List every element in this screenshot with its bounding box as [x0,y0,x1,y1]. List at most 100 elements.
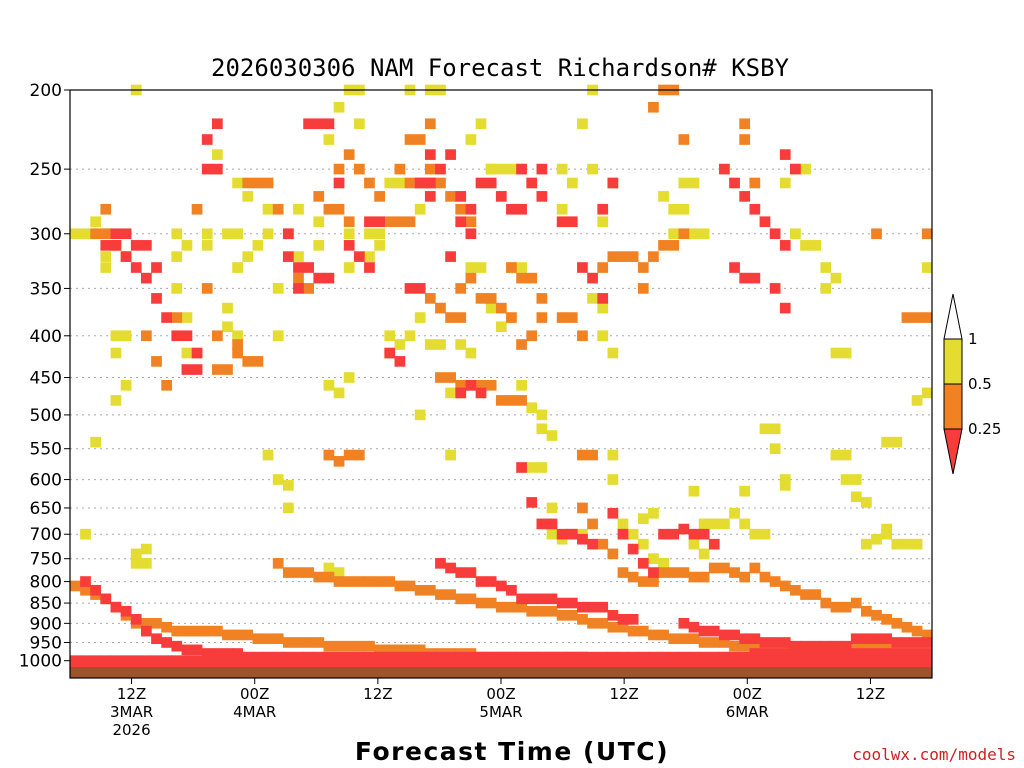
ri-cell [120,605,132,617]
ri-cell [850,597,862,609]
ri-cell [140,240,152,251]
ri-cell [546,518,558,530]
ri-cell [424,658,436,667]
ri-cell [759,571,771,583]
ri-cell [171,251,183,262]
ri-cell [881,528,893,540]
ri-cell [749,640,761,652]
ri-cell [140,625,152,637]
ri-cell [597,262,609,273]
ri-cell [455,203,467,215]
ri-cell [698,571,710,583]
ri-cell [353,449,365,461]
ri-cell [171,283,183,294]
ri-cell [658,191,669,202]
ri-cell [465,593,477,605]
ri-cell [607,251,619,262]
ri-cell [769,443,781,454]
ri-cell [465,272,477,284]
ri-cell [739,272,751,284]
ri-cell [252,633,264,645]
ri-cell [698,528,710,540]
ri-cell [495,191,507,202]
ri-cell [181,625,193,637]
ri-cell [181,312,193,323]
ri-cell [668,567,680,578]
ri-cell [577,118,588,130]
ri-cell [161,621,173,633]
ri-cell [232,330,243,342]
ri-cell [516,395,527,406]
ri-cell [343,576,355,587]
ri-cell [617,621,629,633]
ri-cell [587,293,598,304]
ri-cell [374,228,385,240]
ri-cell [658,528,669,540]
ri-cell [313,571,325,583]
y-tick-label-500: 500 [30,406,62,426]
ri-cell [201,648,213,659]
ri-cell [171,312,183,323]
ri-cell [708,625,720,637]
x-tick-label: 00Z [733,685,762,703]
ri-cell [678,177,690,189]
x-tick-label: 00Z [486,685,515,703]
ri-cell [587,601,598,613]
ri-cell [455,216,467,228]
ri-cell [536,593,548,605]
ri-cell [242,658,254,667]
ground-layer [70,667,932,678]
ri-cell [455,312,467,323]
ri-cell [364,216,375,228]
ri-cell [516,593,527,605]
chart-title: 2026030306 NAM Forecast Richardson# KSBY [211,54,790,82]
ri-cell [901,658,913,667]
ri-cell [435,177,446,189]
ri-cell [181,644,193,656]
ri-cell [506,203,517,215]
ri-cell [100,240,112,251]
ri-cell [303,567,314,578]
ri-cell [110,658,122,667]
ri-cell [455,191,467,202]
ri-cell [901,637,913,648]
legend-label: 0.25 [968,420,1001,438]
ri-cell [658,629,669,641]
ri-cell [597,330,609,342]
ri-cell [820,262,832,273]
ri-cell [404,330,416,342]
ri-cell [343,149,355,160]
ri-cell [424,191,436,202]
ri-cell [384,658,396,667]
ri-cell [871,658,882,667]
ri-cell [424,163,436,175]
ri-cell [495,580,507,592]
ri-cell [729,508,740,519]
ri-cell [353,251,365,262]
ri-cell [211,625,223,637]
ri-cell [627,251,639,262]
ri-cell [891,617,903,629]
ri-cell [891,538,903,550]
ri-cell [475,597,487,609]
ri-cell [303,118,314,130]
ri-cell [323,658,335,667]
ri-cell [790,163,801,175]
ri-cell [313,216,325,228]
ri-cell [587,449,598,461]
ri-cell [891,658,903,667]
ri-cell [171,658,183,667]
ri-cell [658,567,669,578]
ri-cell [333,163,345,175]
ri-cell [232,262,243,273]
legend-bin-red [943,428,963,475]
ri-cell [303,283,314,294]
ri-cell [566,610,578,621]
ri-cell [617,567,629,578]
ri-cell [384,576,396,587]
ri-cell [597,538,609,550]
ri-cell [435,339,446,350]
ri-cell [871,640,882,652]
ri-cell [820,640,832,652]
